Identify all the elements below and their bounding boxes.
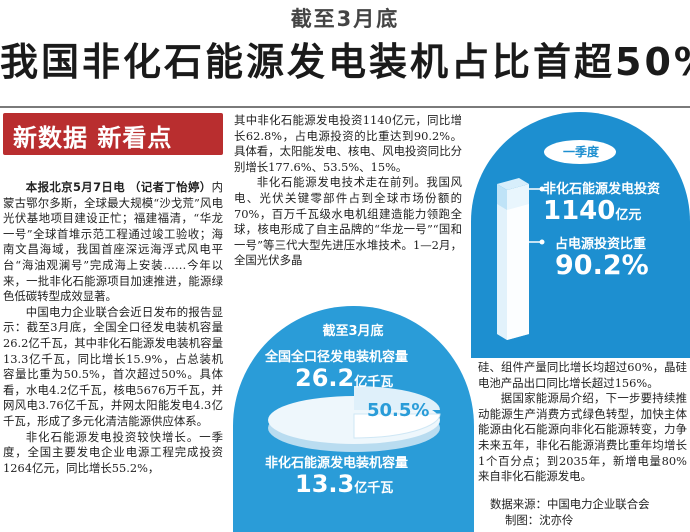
leader-dot bbox=[539, 239, 545, 245]
invest-value: 1140 bbox=[543, 196, 616, 226]
article-paragraph: 硅、组件产量同比增长均超过60%，晶硅电池产品出口同比增长超过156%。 bbox=[478, 360, 687, 390]
share-value: 90.2% bbox=[555, 250, 649, 281]
total-capacity-row: 26.2亿千瓦 bbox=[295, 364, 393, 392]
dateline: 本报北京5月7日电 bbox=[25, 180, 125, 194]
nonfossil-share-pct: 50.5% bbox=[367, 400, 430, 421]
leader-dot bbox=[539, 186, 545, 192]
pie-slice-highlight bbox=[354, 386, 440, 410]
data-source: 数据来源：中国电力企业联合会 bbox=[490, 497, 650, 511]
article-paragraph: 本报北京5月7日电 （记者丁怡婷）内蒙古鄂尔多斯，全球最大规模“沙戈荒”风电光伏… bbox=[3, 180, 223, 305]
period-label: 一季度 bbox=[562, 145, 599, 159]
infographic-q1-investment: 一季度 非化石能源发电投资 1140亿元 占电源投资比重 90.2% bbox=[471, 112, 690, 358]
article-paragraph: 中国电力企业联合会近日发布的报告显示：截至3月底，全国全口径发电装机容量26.2… bbox=[3, 304, 223, 428]
bar-fill-left bbox=[497, 204, 507, 340]
section-banner: 新数据 新看点 bbox=[3, 113, 223, 155]
pie-slice-nonfossil bbox=[353, 413, 441, 439]
period-label: 截至3月底 bbox=[322, 324, 384, 339]
byline: （记者丁怡婷） bbox=[129, 180, 212, 194]
banner-label: 新数据 新看点 bbox=[13, 124, 173, 152]
graphic-credit: 制图：沈亦伶 bbox=[505, 513, 574, 527]
kicker-title: 截至3月底 bbox=[290, 7, 400, 31]
article-paragraph: 非化石能源发电技术走在前列。我国风电、光伏关键零部件占到全球市场份额的70%，百… bbox=[234, 175, 462, 268]
infographic-capacity: 截至3月底 全国全口径发电装机容量 26.2亿千瓦 50.5% 非化石能源发电装… bbox=[233, 306, 474, 532]
article-column-3: 硅、组件产量同比增长均超过60%，晶硅电池产品出口同比增长超过156%。 据国家… bbox=[478, 360, 687, 485]
invest-label: 非化石能源发电投资 bbox=[543, 182, 661, 197]
article-paragraph: 据国家能源局介绍，下一步要持续推动能源生产消费方式绿色转型，加快主体能源由化石能… bbox=[478, 391, 687, 484]
article-column-2: 其中非化石能源发电投资1140亿元，同比增长62.8%，占电源投资的比重达到90… bbox=[234, 113, 462, 269]
invest-value-row: 1140亿元 bbox=[543, 196, 641, 226]
article-paragraph: 其中非化石能源发电投资1140亿元，同比增长62.8%，占电源投资的比重达到90… bbox=[234, 113, 462, 174]
share-label: 占电源投资比重 bbox=[555, 237, 647, 252]
article-paragraph: 非化石能源发电投资较快增长。一季度，全国主要发电企业电源工程完成投资1264亿元… bbox=[3, 429, 223, 475]
total-capacity-value: 26.2 bbox=[295, 364, 355, 392]
nonfossil-capacity-unit: 亿千瓦 bbox=[354, 481, 394, 496]
total-capacity-unit: 亿千瓦 bbox=[354, 375, 394, 390]
period-badge-shape bbox=[544, 140, 616, 164]
headline: 我国非化石能源发电装机占比首超50% bbox=[0, 40, 690, 84]
total-capacity-label: 全国全口径发电装机容量 bbox=[265, 350, 409, 365]
bar-top bbox=[497, 178, 529, 190]
infographic-q1-art bbox=[497, 140, 616, 340]
article-column-1: 本报北京5月7日电 （记者丁怡婷）内蒙古鄂尔多斯，全球最大规模“沙戈荒”风电光伏… bbox=[3, 180, 223, 476]
bar-fill-right bbox=[507, 204, 529, 340]
divider bbox=[0, 106, 690, 108]
infographic-capacity-art bbox=[268, 386, 441, 452]
nonfossil-capacity-value: 13.3 bbox=[295, 470, 355, 498]
invest-unit: 亿元 bbox=[615, 208, 642, 223]
nonfossil-capacity-row: 13.3亿千瓦 bbox=[295, 470, 393, 498]
nonfossil-capacity-label: 非化石能源发电装机容量 bbox=[265, 456, 409, 471]
paragraph-text: 内蒙古鄂尔多斯，全球最大规模“沙戈荒”风电光伏基地项目建设正忙；福建福清，“华龙… bbox=[3, 180, 223, 304]
